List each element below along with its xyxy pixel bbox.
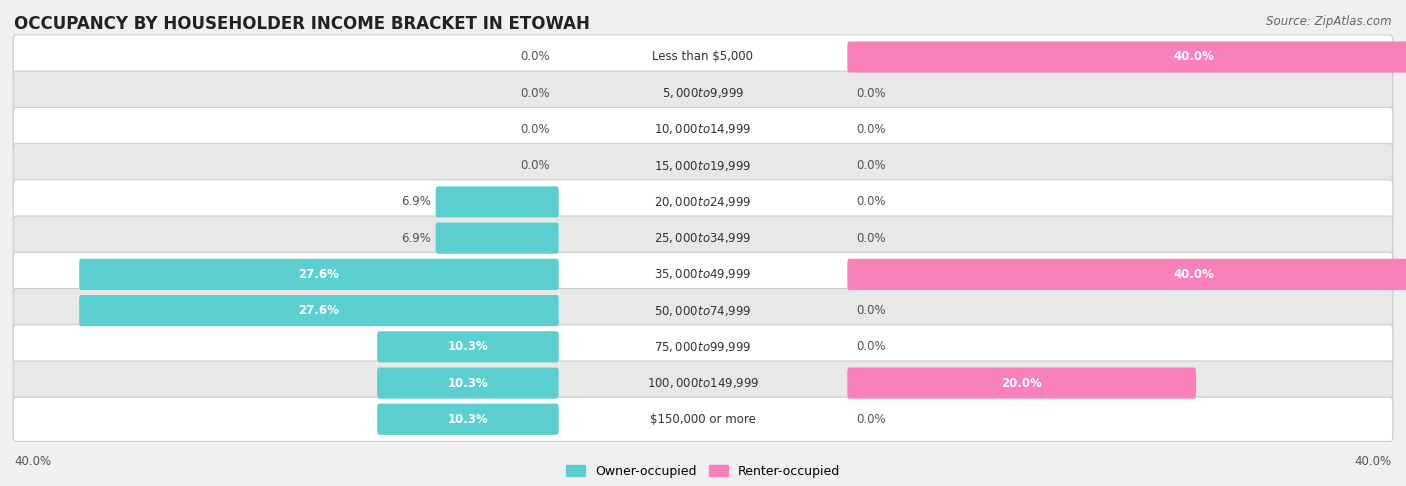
FancyBboxPatch shape bbox=[848, 41, 1406, 72]
Text: $50,000 to $74,999: $50,000 to $74,999 bbox=[654, 304, 752, 317]
FancyBboxPatch shape bbox=[79, 295, 558, 326]
Text: 0.0%: 0.0% bbox=[856, 123, 886, 136]
Text: 6.9%: 6.9% bbox=[401, 195, 430, 208]
Text: $10,000 to $14,999: $10,000 to $14,999 bbox=[654, 122, 752, 137]
FancyBboxPatch shape bbox=[13, 107, 1393, 152]
Text: 40.0%: 40.0% bbox=[14, 455, 51, 468]
Text: 0.0%: 0.0% bbox=[856, 232, 886, 244]
FancyBboxPatch shape bbox=[13, 143, 1393, 188]
Text: Source: ZipAtlas.com: Source: ZipAtlas.com bbox=[1267, 15, 1392, 28]
Text: 0.0%: 0.0% bbox=[856, 195, 886, 208]
FancyBboxPatch shape bbox=[13, 325, 1393, 369]
FancyBboxPatch shape bbox=[13, 71, 1393, 115]
Text: 20.0%: 20.0% bbox=[1001, 377, 1042, 390]
FancyBboxPatch shape bbox=[377, 404, 558, 435]
Text: $75,000 to $99,999: $75,000 to $99,999 bbox=[654, 340, 752, 354]
FancyBboxPatch shape bbox=[436, 223, 558, 254]
Text: $150,000 or more: $150,000 or more bbox=[650, 413, 756, 426]
FancyBboxPatch shape bbox=[79, 259, 558, 290]
Legend: Owner-occupied, Renter-occupied: Owner-occupied, Renter-occupied bbox=[561, 460, 845, 483]
Text: $20,000 to $24,999: $20,000 to $24,999 bbox=[654, 195, 752, 209]
FancyBboxPatch shape bbox=[848, 367, 1197, 399]
FancyBboxPatch shape bbox=[436, 186, 558, 218]
Text: 0.0%: 0.0% bbox=[856, 304, 886, 317]
Text: 27.6%: 27.6% bbox=[298, 304, 339, 317]
Text: $25,000 to $34,999: $25,000 to $34,999 bbox=[654, 231, 752, 245]
Text: Less than $5,000: Less than $5,000 bbox=[652, 51, 754, 64]
Text: 40.0%: 40.0% bbox=[1174, 268, 1215, 281]
Text: OCCUPANCY BY HOUSEHOLDER INCOME BRACKET IN ETOWAH: OCCUPANCY BY HOUSEHOLDER INCOME BRACKET … bbox=[14, 15, 591, 33]
FancyBboxPatch shape bbox=[13, 35, 1393, 79]
FancyBboxPatch shape bbox=[13, 397, 1393, 441]
Text: 0.0%: 0.0% bbox=[520, 87, 550, 100]
FancyBboxPatch shape bbox=[848, 259, 1406, 290]
FancyBboxPatch shape bbox=[13, 180, 1393, 224]
FancyBboxPatch shape bbox=[13, 216, 1393, 260]
Text: 0.0%: 0.0% bbox=[520, 51, 550, 64]
Text: 0.0%: 0.0% bbox=[856, 340, 886, 353]
Text: 0.0%: 0.0% bbox=[520, 159, 550, 172]
Text: 0.0%: 0.0% bbox=[520, 123, 550, 136]
Text: 10.3%: 10.3% bbox=[447, 340, 488, 353]
Text: $5,000 to $9,999: $5,000 to $9,999 bbox=[662, 86, 744, 100]
FancyBboxPatch shape bbox=[13, 252, 1393, 296]
Text: $15,000 to $19,999: $15,000 to $19,999 bbox=[654, 159, 752, 173]
Text: 27.6%: 27.6% bbox=[298, 268, 339, 281]
FancyBboxPatch shape bbox=[377, 367, 558, 399]
Text: 6.9%: 6.9% bbox=[401, 232, 430, 244]
FancyBboxPatch shape bbox=[13, 289, 1393, 333]
Text: $100,000 to $149,999: $100,000 to $149,999 bbox=[647, 376, 759, 390]
Text: 10.3%: 10.3% bbox=[447, 413, 488, 426]
Text: $35,000 to $49,999: $35,000 to $49,999 bbox=[654, 267, 752, 281]
Text: 0.0%: 0.0% bbox=[856, 413, 886, 426]
Text: 40.0%: 40.0% bbox=[1174, 51, 1215, 64]
Text: 40.0%: 40.0% bbox=[1355, 455, 1392, 468]
Text: 0.0%: 0.0% bbox=[856, 87, 886, 100]
FancyBboxPatch shape bbox=[377, 331, 558, 363]
FancyBboxPatch shape bbox=[13, 361, 1393, 405]
Text: 10.3%: 10.3% bbox=[447, 377, 488, 390]
Text: 0.0%: 0.0% bbox=[856, 159, 886, 172]
